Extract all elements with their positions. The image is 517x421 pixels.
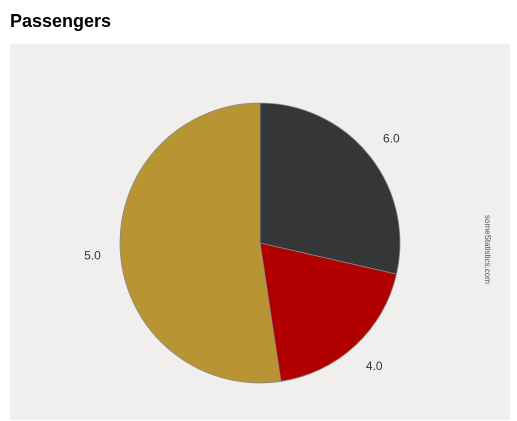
pie-slice-label: 4.0	[366, 359, 383, 373]
pie-chart-panel: 6.0 4.0 5.0 someStatistics.com	[10, 44, 510, 420]
pie-slice-label: 6.0	[383, 131, 400, 145]
pie-slice-label: 5.0	[84, 249, 101, 263]
pie-slice-4.0	[259, 242, 397, 382]
pie-slice-5.0	[119, 102, 282, 384]
pie-slice-6.0	[259, 102, 401, 275]
watermark-text: someStatistics.com	[483, 215, 492, 284]
page-title: Passengers	[10, 11, 112, 31]
pie-chart: 6.0 4.0 5.0	[84, 102, 401, 384]
